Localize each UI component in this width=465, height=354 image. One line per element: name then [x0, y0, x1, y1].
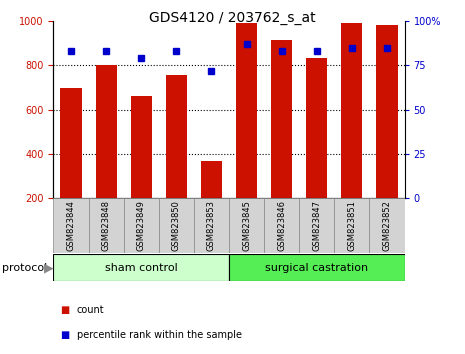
- Text: count: count: [77, 305, 104, 315]
- Text: GSM823847: GSM823847: [312, 200, 321, 251]
- Text: sham control: sham control: [105, 263, 178, 273]
- Bar: [166, 75, 187, 198]
- Text: ■: ■: [60, 330, 70, 339]
- Text: GDS4120 / 203762_s_at: GDS4120 / 203762_s_at: [149, 11, 316, 25]
- Text: GSM823844: GSM823844: [66, 200, 75, 251]
- Bar: [334, 198, 370, 253]
- Text: ■: ■: [60, 305, 70, 315]
- Bar: [53, 254, 229, 281]
- Text: percentile rank within the sample: percentile rank within the sample: [77, 330, 242, 339]
- Bar: [88, 198, 124, 253]
- Bar: [369, 198, 405, 253]
- Text: GSM823850: GSM823850: [172, 200, 181, 251]
- Bar: [229, 254, 405, 281]
- Text: GSM823845: GSM823845: [242, 200, 251, 251]
- Bar: [377, 24, 398, 198]
- Bar: [299, 198, 334, 253]
- Text: GSM823848: GSM823848: [102, 200, 111, 251]
- Text: ▶: ▶: [44, 261, 53, 274]
- Bar: [229, 198, 264, 253]
- Text: GSM823846: GSM823846: [277, 200, 286, 251]
- Bar: [159, 198, 194, 253]
- Bar: [53, 198, 88, 253]
- Bar: [201, 161, 222, 198]
- Bar: [60, 88, 81, 198]
- Text: surgical castration: surgical castration: [265, 263, 368, 273]
- Bar: [264, 198, 299, 253]
- Text: GSM823852: GSM823852: [383, 200, 392, 251]
- Bar: [271, 40, 292, 198]
- Bar: [236, 23, 257, 198]
- Bar: [341, 23, 362, 198]
- Text: GSM823851: GSM823851: [347, 200, 356, 251]
- Bar: [131, 97, 152, 198]
- Text: GSM823849: GSM823849: [137, 200, 146, 251]
- Bar: [96, 65, 117, 198]
- Bar: [124, 198, 159, 253]
- Bar: [306, 58, 327, 198]
- Text: GSM823853: GSM823853: [207, 200, 216, 251]
- Text: protocol: protocol: [2, 263, 47, 273]
- Bar: [194, 198, 229, 253]
